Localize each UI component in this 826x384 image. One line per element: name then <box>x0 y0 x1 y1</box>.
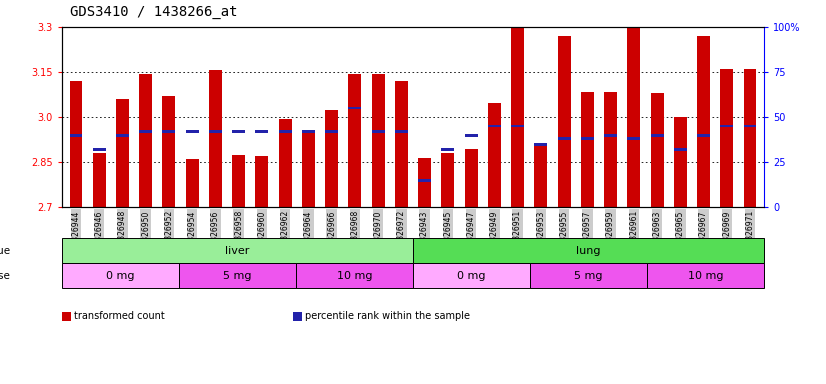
Bar <box>232 155 245 207</box>
Bar <box>372 130 385 133</box>
Bar <box>140 73 152 207</box>
Bar <box>116 134 129 137</box>
Bar <box>395 130 408 133</box>
Bar <box>302 130 315 133</box>
Bar <box>743 125 757 127</box>
Bar <box>325 130 338 133</box>
Bar <box>255 130 268 133</box>
Text: 0 mg: 0 mg <box>458 270 486 281</box>
Bar <box>488 103 501 207</box>
Bar <box>674 148 686 151</box>
Bar <box>558 137 571 140</box>
Bar <box>558 36 571 207</box>
Bar <box>413 238 764 263</box>
Bar <box>278 130 292 133</box>
Bar <box>628 137 640 140</box>
Text: liver: liver <box>225 245 249 256</box>
Bar <box>93 153 106 207</box>
Bar <box>163 96 175 207</box>
Bar <box>163 130 175 133</box>
Text: 10 mg: 10 mg <box>337 270 373 281</box>
Bar <box>296 263 413 288</box>
Bar <box>69 81 83 207</box>
Text: dose: dose <box>0 270 11 281</box>
Bar <box>581 137 594 140</box>
Bar <box>349 107 361 109</box>
Bar <box>62 238 413 263</box>
Text: 5 mg: 5 mg <box>223 270 252 281</box>
Bar <box>511 24 524 207</box>
Bar <box>743 69 757 207</box>
Bar <box>651 134 663 137</box>
Text: 5 mg: 5 mg <box>574 270 603 281</box>
Text: transformed count: transformed count <box>74 311 164 321</box>
Bar <box>179 263 296 288</box>
Bar <box>209 130 222 133</box>
Bar <box>302 133 315 207</box>
Bar <box>534 144 548 207</box>
Bar <box>530 263 647 288</box>
Text: 0 mg: 0 mg <box>107 270 135 281</box>
Bar <box>140 130 152 133</box>
Bar <box>255 156 268 207</box>
Bar <box>647 263 764 288</box>
Bar <box>674 117 686 207</box>
Bar <box>651 93 663 207</box>
Bar <box>720 125 733 127</box>
Bar <box>232 130 245 133</box>
Bar <box>372 73 385 207</box>
Bar <box>209 71 222 207</box>
Text: percentile rank within the sample: percentile rank within the sample <box>305 311 470 321</box>
Bar <box>93 148 106 151</box>
Text: 10 mg: 10 mg <box>688 270 724 281</box>
Bar <box>581 91 594 207</box>
Bar <box>278 119 292 207</box>
Bar <box>441 153 454 207</box>
Bar <box>186 130 198 133</box>
Bar <box>488 125 501 127</box>
Bar <box>418 179 431 182</box>
Bar <box>604 134 617 137</box>
Text: GDS3410 / 1438266_at: GDS3410 / 1438266_at <box>70 5 238 19</box>
Bar <box>720 69 733 207</box>
Bar <box>697 134 710 137</box>
Bar <box>604 91 617 207</box>
Bar <box>413 263 530 288</box>
Bar <box>511 125 524 127</box>
Bar <box>186 159 198 207</box>
Bar <box>62 263 179 288</box>
Bar <box>69 134 83 137</box>
Bar <box>116 99 129 207</box>
Bar <box>325 109 338 207</box>
Bar <box>697 36 710 207</box>
Bar <box>395 81 408 207</box>
Bar <box>534 143 548 146</box>
Bar <box>349 73 361 207</box>
Bar <box>628 25 640 207</box>
Bar <box>465 149 477 207</box>
Text: lung: lung <box>577 245 601 256</box>
Bar <box>418 158 431 207</box>
Text: tissue: tissue <box>0 245 11 256</box>
Bar <box>465 134 477 137</box>
Bar <box>441 148 454 151</box>
